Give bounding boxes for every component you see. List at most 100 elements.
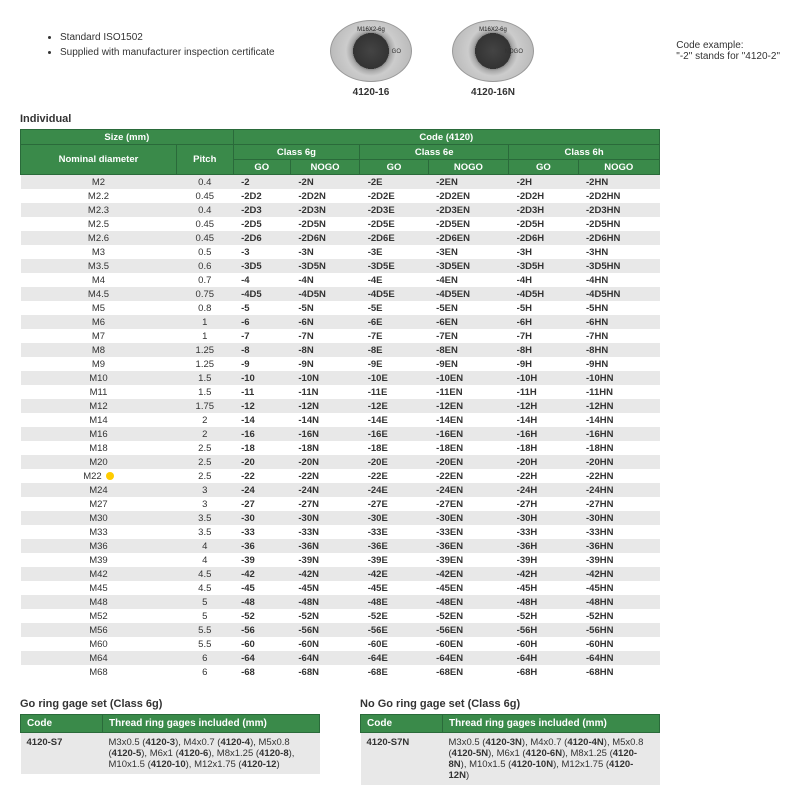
cell-nominal: M27 [21,497,177,511]
code-example-label: Code example: [676,40,780,51]
cell-code: -68N [290,665,359,679]
set-hdr-code: Code [21,715,103,733]
cell-code: -3H [509,245,578,259]
cell-nominal: M22 [21,469,177,483]
set-table: Code Thread ring gages included (mm) 412… [360,714,660,785]
cell-nominal: M2 [21,175,177,190]
cell-nominal: M14 [21,413,177,427]
cell-code: -7 [233,329,290,343]
cell-code: -2 [233,175,290,190]
cell-pitch: 2.5 [176,469,233,483]
cell-code: -64HN [578,651,659,665]
cell-code: -22H [509,469,578,483]
table-row: M11 1.5-11-11N-11E-11EN-11H-11HN [21,385,660,399]
cell-pitch: 2.5 [176,455,233,469]
cell-code: -4D5N [290,287,359,301]
cell-nominal: M2.2 [21,189,177,203]
cell-code: -42HN [578,567,659,581]
cell-code: -39H [509,553,578,567]
cell-nominal: M3.5 [21,259,177,273]
cell-nominal: M24 [21,483,177,497]
cell-pitch: 5.5 [176,623,233,637]
cell-code: -60HN [578,637,659,651]
cell-nominal: M2.6 [21,231,177,245]
cell-code: -5E [360,301,428,315]
cell-code: -64N [290,651,359,665]
cell-code: -9H [509,357,578,371]
hdr-class: Class 6g [233,145,360,160]
cell-code: -2D5N [290,217,359,231]
table-row: M2.3 0.4-2D3-2D3N-2D3E-2D3EN-2D3H-2D3HN [21,203,660,217]
set-hdr-inc: Thread ring gages included (mm) [103,715,320,733]
cell-code: -27N [290,497,359,511]
cell-code: -2D2HN [578,189,659,203]
cell-code: -24N [290,483,359,497]
cell-code: -8 [233,343,290,357]
cell-code: -39EN [428,553,509,567]
cell-code: -11N [290,385,359,399]
cell-code: -2D6HN [578,231,659,245]
cell-pitch: 0.6 [176,259,233,273]
cell-code: -2D5H [509,217,578,231]
cell-code: -9 [233,357,290,371]
cell-nominal: M20 [21,455,177,469]
cell-code: -8HN [578,343,659,357]
cell-code: -20E [360,455,428,469]
cell-code: -52HN [578,609,659,623]
cell-code: -20HN [578,455,659,469]
hdr-nominal: Nominal diameter [21,145,177,175]
cell-code: -9HN [578,357,659,371]
cell-code: -48EN [428,595,509,609]
table-row: M56 5.5-56-56N-56E-56EN-56H-56HN [21,623,660,637]
cell-nominal: M10 [21,371,177,385]
cell-code: -2D5HN [578,217,659,231]
cell-code: -11EN [428,385,509,399]
table-row: M16 2-16-16N-16E-16EN-16H-16HN [21,427,660,441]
cell-code: -27EN [428,497,509,511]
cell-code: -56H [509,623,578,637]
cell-code: -42N [290,567,359,581]
cell-code: -7HN [578,329,659,343]
table-row: M20 2.5-20-20N-20E-20EN-20H-20HN [21,455,660,469]
cell-code: -56N [290,623,359,637]
cell-pitch: 1.5 [176,371,233,385]
cell-code: -3E [360,245,428,259]
cell-pitch: 6 [176,651,233,665]
cell-code: -45N [290,581,359,595]
cell-code: -14H [509,413,578,427]
cell-code: -33HN [578,525,659,539]
cell-code: -36H [509,539,578,553]
cell-code: -68HN [578,665,659,679]
table-row: M4 0.7-4-4N-4E-4EN-4H-4HN [21,273,660,287]
cell-nominal: M16 [21,427,177,441]
cell-pitch: 0.75 [176,287,233,301]
cell-code: -4 [233,273,290,287]
cell-code: -2EN [428,175,509,190]
cell-code: -20 [233,455,290,469]
cell-code: -68EN [428,665,509,679]
cell-code: -18N [290,441,359,455]
cell-code: -11HN [578,385,659,399]
gauge-image: M16X2-6g GO [330,20,412,82]
cell-nominal: M6 [21,315,177,329]
cell-code: -3EN [428,245,509,259]
cell-nominal: M4.5 [21,287,177,301]
cell-code: -7EN [428,329,509,343]
cell-code: -4D5EN [428,287,509,301]
product-images: M16X2-6g GO 4120-16 M16X2-6g NOGO 4120-1… [330,20,534,98]
cell-pitch: 6 [176,665,233,679]
cell-code: -48 [233,595,290,609]
cell-nominal: M48 [21,595,177,609]
cell-code: -20N [290,455,359,469]
cell-code: -5N [290,301,359,315]
cell-code: -2D5EN [428,217,509,231]
cell-code: -24HN [578,483,659,497]
cell-code: -2D6E [360,231,428,245]
cell-pitch: 2 [176,413,233,427]
cell-code: -68 [233,665,290,679]
table-row: M7 1-7-7N-7E-7EN-7H-7HN [21,329,660,343]
cell-code: -45EN [428,581,509,595]
cell-code: -6HN [578,315,659,329]
cell-code: -18H [509,441,578,455]
cell-code: -2D2H [509,189,578,203]
